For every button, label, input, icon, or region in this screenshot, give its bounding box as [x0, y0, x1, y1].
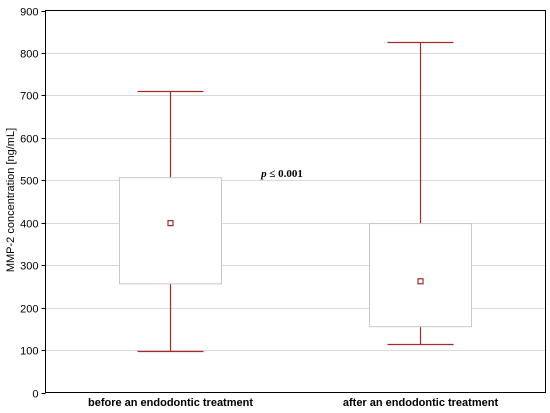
center-marker — [167, 220, 174, 227]
p-value-text: ≤ 0.001 — [267, 168, 303, 180]
p-symbol: p — [260, 168, 267, 180]
y-tick-label: 100 — [20, 346, 38, 358]
x-axis-labels: before an endodontic treatment after an e… — [88, 397, 498, 409]
y-axis-ticks: 0 100 200 300 400 500 600 700 800 900 — [20, 7, 46, 401]
x-category-label: before an endodontic treatment — [88, 397, 253, 409]
box-group — [119, 90, 222, 353]
y-tick-label: 900 — [20, 7, 38, 19]
y-tick-label: 800 — [20, 49, 38, 61]
y-tick-label: 500 — [20, 176, 38, 188]
y-tick-label: 400 — [20, 219, 38, 231]
axes — [45, 10, 546, 393]
y-tick-label: 700 — [20, 91, 38, 103]
box-group — [369, 41, 472, 346]
y-tick-label: 0 — [32, 389, 38, 401]
y-tick-label: 300 — [20, 261, 38, 273]
box-plot-series — [119, 41, 472, 353]
plot-frame — [45, 10, 546, 393]
box-body — [119, 177, 222, 285]
y-tick-label: 600 — [20, 134, 38, 146]
center-marker — [417, 278, 424, 285]
x-category-label: after an endodontic treatment — [343, 397, 499, 409]
y-axis-title: MMP-2 concentration [ng/mL] — [5, 128, 17, 272]
y-tick-label: 200 — [20, 304, 38, 316]
p-value-annotation: p ≤ 0.001 — [260, 168, 303, 180]
box-body — [369, 223, 472, 328]
